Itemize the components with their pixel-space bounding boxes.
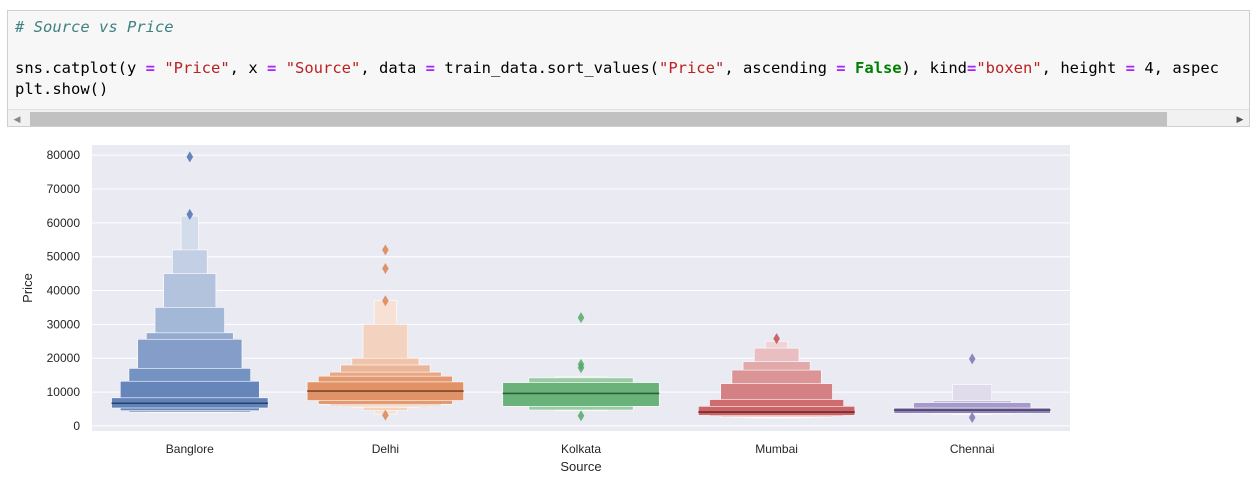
outlier-point — [382, 263, 389, 275]
y-axis-label: Price — [20, 273, 35, 303]
y-tick-label: 50000 — [47, 250, 81, 264]
code-token: train_data.sort_values( — [435, 59, 659, 77]
outlier-point — [773, 333, 780, 345]
boxen-mumbai — [698, 333, 856, 419]
outlier-point — [382, 244, 389, 256]
outlier-point — [968, 353, 976, 365]
outlier-point — [968, 411, 976, 423]
horizontal-scrollbar[interactable]: ◀ ▶ — [8, 109, 1249, 126]
code-token: "Price" — [658, 59, 725, 77]
outlier-point — [577, 362, 585, 374]
scroll-right-arrow-icon[interactable]: ▶ — [1236, 114, 1244, 124]
y-tick-label: 40000 — [47, 284, 81, 298]
boxen-level — [698, 405, 856, 416]
outlier-point — [577, 312, 585, 324]
outlier-point — [577, 410, 585, 422]
code-token: = — [966, 59, 977, 77]
x-tick-label: Mumbai — [755, 442, 798, 456]
x-tick-label: Kolkata — [561, 442, 601, 456]
code-token: = — [425, 59, 436, 77]
code-token: "Source" — [285, 59, 361, 77]
code-line-show: plt.show() — [15, 80, 109, 98]
code-token: "boxen" — [976, 59, 1042, 77]
boxen-kolkata — [502, 312, 660, 422]
y-tick-label: 70000 — [47, 182, 81, 196]
code-token: = — [1125, 59, 1135, 77]
scrollbar-thumb[interactable] — [30, 112, 1167, 126]
boxen-delhi — [306, 244, 464, 421]
code-token: , x — [229, 59, 267, 77]
y-tick-label: 20000 — [47, 351, 81, 365]
outlier-point — [382, 295, 389, 307]
code-token: sns.catplot(y — [15, 59, 146, 77]
code-token: ), kind — [901, 59, 967, 77]
y-tick-label: 60000 — [47, 216, 81, 230]
outlier-point — [186, 151, 194, 163]
outlier-point — [382, 409, 389, 421]
code-comment: # Source vs Price — [15, 18, 174, 36]
code-token: = — [267, 59, 277, 77]
code-cell[interactable]: # Source vs Price sns.catplot(y = "Price… — [7, 10, 1250, 127]
code-token: = — [836, 59, 846, 77]
code-token: , ascending — [724, 59, 837, 77]
code-token: 4, aspec — [1135, 59, 1219, 77]
y-tick-label: 0 — [73, 419, 80, 433]
x-tick-label: Delhi — [372, 442, 399, 456]
x-tick-label: Chennai — [950, 442, 995, 456]
y-tick-label: 10000 — [47, 385, 81, 399]
code-token: False — [854, 59, 902, 77]
x-axis-label: Source — [560, 459, 601, 474]
boxen-banglore — [111, 151, 269, 414]
scroll-left-arrow-icon[interactable]: ◀ — [13, 114, 21, 124]
outlier-point — [186, 208, 194, 220]
code-token: , data — [360, 59, 426, 77]
x-tick-label: Banglore — [166, 442, 214, 456]
boxen-level — [502, 382, 660, 407]
y-tick-label: 30000 — [47, 317, 81, 331]
code-token: , height — [1041, 59, 1126, 77]
code-token: = — [145, 59, 155, 77]
code-token: "Price" — [164, 59, 230, 77]
boxen-chennai — [893, 353, 1051, 423]
y-tick-label: 80000 — [47, 148, 81, 162]
code-editor[interactable]: # Source vs Price sns.catplot(y = "Price… — [15, 11, 1249, 109]
code-line-catplot: sns.catplot(y = "Price", x = "Source", d… — [15, 59, 1219, 77]
